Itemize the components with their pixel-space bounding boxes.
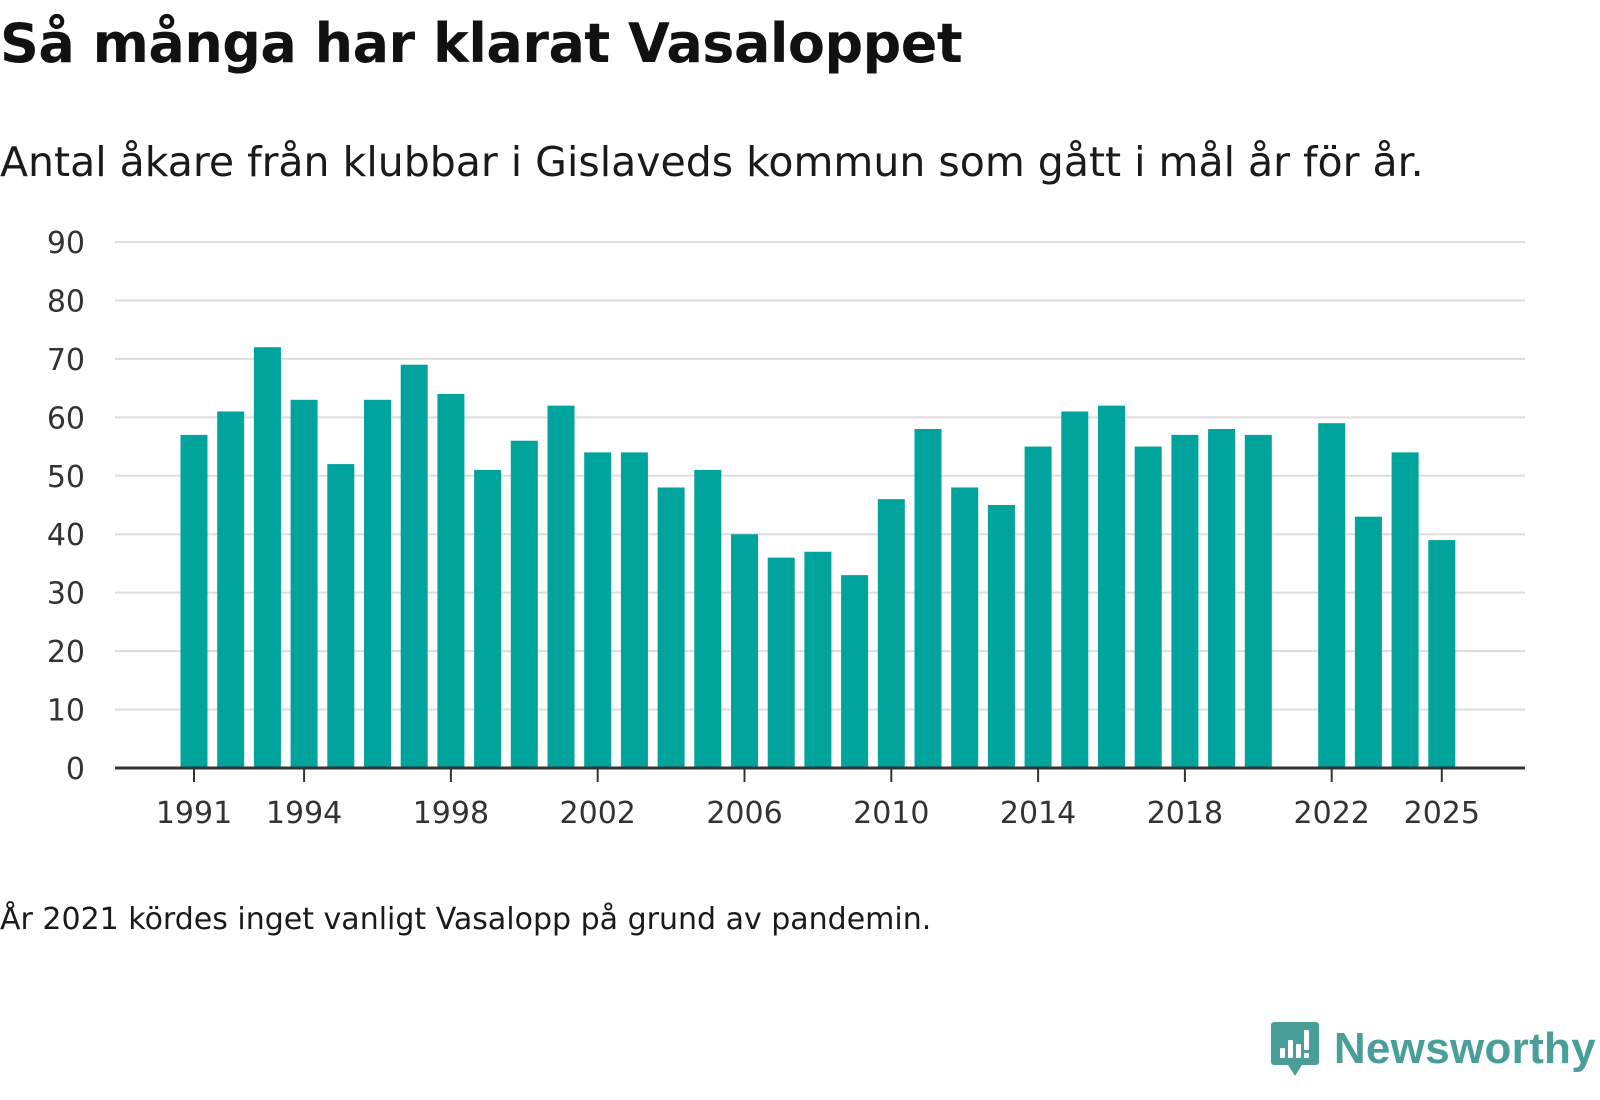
bar-1998 [437, 393, 465, 768]
x-tick-label: 1991 [156, 796, 232, 831]
y-tick-label: 30 [47, 577, 85, 612]
y-tick-label: 20 [47, 635, 85, 670]
y-tick-label: 90 [47, 226, 85, 261]
bar-2005 [694, 469, 722, 768]
x-tick-label: 2022 [1294, 796, 1370, 831]
bar-2010 [877, 499, 905, 768]
y-tick-label: 70 [47, 343, 85, 378]
newsworthy-logo-icon [1270, 1022, 1319, 1076]
bar-2017 [1134, 446, 1162, 768]
brand-logo: Newsworthy [1270, 1020, 1596, 1078]
bar-2019 [1208, 429, 1236, 768]
bar-chart: 0 10 20 30 40 50 60 70 80 90 1991 1994 1998 2002 2006… [47, 226, 1525, 831]
y-tick-label: 50 [47, 460, 85, 495]
bar-2012 [951, 487, 979, 768]
brand-name: Newsworthy [1333, 1024, 1596, 1073]
chart-title: Så många har klarat Vasaloppet [0, 12, 963, 75]
bar-2025 [1428, 540, 1456, 768]
bar-2018 [1171, 434, 1199, 768]
bar-2023 [1354, 516, 1382, 768]
bar-2002 [584, 452, 612, 768]
x-tick-label: 2002 [560, 796, 636, 831]
bar-1999 [474, 469, 502, 768]
bar-2013 [987, 505, 1015, 768]
bar-2008 [804, 551, 832, 768]
y-tick-label: 80 [47, 284, 85, 319]
bar-2011 [914, 429, 942, 768]
y-axis-ticks: 0 10 20 30 40 50 60 70 80 90 [47, 226, 85, 787]
y-tick-label: 60 [47, 401, 85, 436]
bar-1994 [290, 399, 318, 768]
y-tick-label: 10 [47, 694, 85, 729]
chart-subtitle: Antal åkare från klubbar i Gislaveds kom… [0, 138, 1424, 186]
bar-2001 [547, 405, 575, 768]
y-tick-label: 40 [47, 518, 85, 553]
bar-2016 [1098, 405, 1125, 768]
bar-1995 [327, 464, 355, 768]
bar-2003 [620, 452, 648, 768]
bar-1992 [217, 411, 245, 768]
bar-2000 [510, 440, 538, 768]
x-tick-label: 1994 [266, 796, 342, 831]
bar-1993 [253, 347, 281, 768]
bar-1997 [400, 364, 428, 768]
bar-2007 [767, 557, 795, 768]
x-tick-label: 2010 [853, 796, 929, 831]
y-tick-label: 0 [66, 752, 85, 787]
footnote: År 2021 kördes inget vanligt Vasalopp på… [0, 902, 932, 937]
bar-2015 [1061, 411, 1089, 768]
bar-2009 [841, 575, 869, 768]
x-axis: 1991 1994 1998 2002 2006 2010 2014 2018 2022 2025 [115, 766, 1525, 831]
bar-2014 [1024, 446, 1052, 768]
bar-2006 [731, 534, 758, 768]
bar-1996 [364, 399, 391, 768]
x-tick-label: 1998 [413, 796, 489, 831]
bar-2004 [657, 487, 685, 768]
x-tick-label: 2025 [1404, 796, 1480, 831]
bar-2020 [1244, 434, 1272, 768]
bars [180, 347, 1456, 768]
bar-2022 [1318, 423, 1346, 768]
bar-1991 [180, 434, 208, 768]
x-tick-label: 2014 [1000, 796, 1076, 831]
bar-2024 [1391, 452, 1419, 768]
x-tick-label: 2018 [1147, 796, 1223, 831]
x-tick-label: 2006 [706, 796, 782, 831]
